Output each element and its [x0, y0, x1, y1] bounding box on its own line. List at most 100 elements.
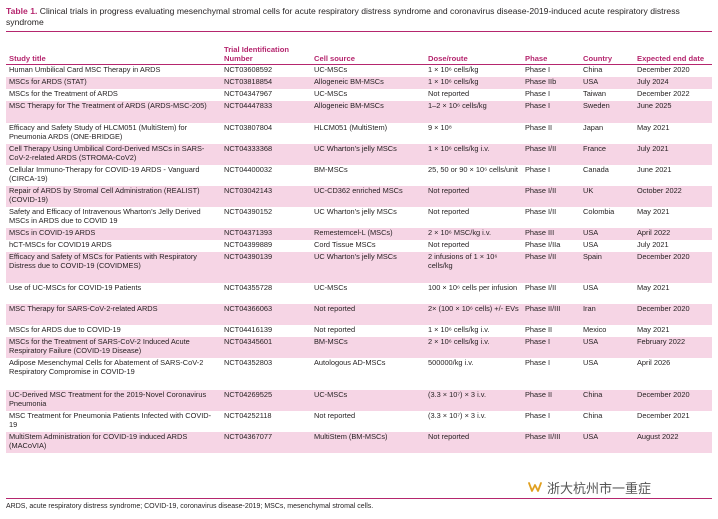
table-row: MSCs in COVID-19 ARDS NCT04371393 Remestem…	[6, 227, 712, 240]
cell-phase: Phase I	[525, 357, 551, 367]
cell-cell: UC-CD362 enriched MSCs	[311, 185, 425, 207]
table-row: MSCs for the Treatment of SARS-CoV-2 Ind…	[6, 336, 712, 358]
cell-cell: Remestemcel-L (MSCs)	[311, 227, 425, 240]
cell-dose: 2 × 10⁶ cells/kg i.v.	[425, 336, 522, 358]
cell-phase: Phase I/II	[522, 251, 580, 283]
cell-end: June 2021	[637, 164, 672, 174]
cell-trial: NCT03807804	[224, 122, 273, 132]
table-row: Cell Therapy Using Umbilical Cord-Derive…	[6, 143, 712, 165]
caption-text: Clinical trials in progress evaluating m…	[6, 6, 680, 27]
cell-cell: UC-MSCs	[314, 88, 348, 98]
header-trial-id: Trial Identification Number	[221, 41, 311, 65]
cell-trial: NCT04416139	[224, 324, 273, 334]
cell-study: Safety and Efficacy of Intravenous Whart…	[9, 206, 201, 226]
cell-country: Sweden	[580, 100, 634, 123]
cell-cell: HLCM051 (MultiStem)	[314, 122, 388, 132]
cell-phase: Phase II/III	[522, 431, 580, 453]
cell-country: Japan	[583, 122, 604, 132]
cell-dose: 500000/kg i.v.	[428, 357, 474, 367]
cell-cell: Allogeneic BM-MSCs	[311, 76, 425, 89]
table-row: MSCs for ARDS (STAT) NCT03818854 Allogenei…	[6, 76, 712, 89]
cell-end: July 2021	[634, 143, 712, 165]
cell-dose: Not reported	[428, 88, 470, 98]
cell-country: Iran	[580, 303, 634, 325]
cell-trial: NCT04352803	[224, 357, 273, 367]
cell-cell: BM-MSCs	[311, 336, 425, 358]
cell-dose: 9 × 10⁸	[428, 122, 452, 132]
cell-study: Efficacy and Safety Study of HLCM051 (Mu…	[9, 122, 188, 142]
cell-dose: 1 × 10⁶ cells/kg	[425, 76, 522, 89]
cell-trial: NCT04447833	[221, 100, 311, 123]
table-row: MSCs for the Treatment of ARDS NCT0434796…	[6, 89, 712, 101]
table-row: UC-Derived MSC Treatment for the 2019-No…	[6, 389, 712, 411]
cell-end: December 2020	[634, 389, 712, 411]
cell-country: Taiwan	[583, 88, 607, 98]
cell-dose: (3.3 × 10⁷) × 3 i.v.	[428, 410, 486, 420]
table-row: MSC Therapy for The Treatment of ARDS (A…	[6, 100, 712, 123]
header-phase: Phase	[522, 41, 580, 65]
cell-study: MSCs for ARDS (STAT)	[6, 76, 221, 89]
cell-end: May 2021	[637, 324, 670, 334]
watermark: 浙大杭州市一重症	[527, 478, 717, 496]
cell-study: MSC Therapy for SARS-CoV-2-related ARDS	[6, 303, 221, 325]
cell-phase: Phase IIb	[522, 76, 580, 89]
cell-country: Mexico	[583, 324, 607, 334]
cell-trial: NCT04390152	[224, 206, 273, 216]
header-dose-route: Dose/route	[425, 41, 522, 65]
cell-phase: Phase I	[522, 100, 580, 123]
cell-end: December 2020	[634, 303, 712, 325]
cell-trial: NCT04371393	[221, 227, 311, 240]
cell-study: Cellular Immuno-Therapy for COVID-19 ARD…	[9, 164, 200, 184]
cell-country: USA	[583, 239, 599, 249]
cell-end: July 2024	[634, 76, 712, 89]
cell-trial: NCT04399889	[224, 239, 273, 249]
cell-country: Spain	[580, 251, 634, 283]
watermark-text: 浙大杭州市一重症	[547, 480, 652, 496]
cell-trial: NCT04345601	[221, 336, 311, 358]
table-row: hCT-MSCs for COVID19 ARDS NCT04399889 Cord…	[6, 240, 712, 252]
cell-cell: Allogeneic BM-MSCs	[311, 100, 425, 123]
cell-country: USA	[583, 357, 599, 367]
cell-country: Canada	[583, 164, 609, 174]
table-row: Safety and Efficacy of Intravenous Whart…	[6, 207, 712, 228]
cell-end: April 2026	[637, 357, 671, 367]
cell-country: USA	[583, 282, 599, 292]
cell-end: October 2022	[634, 185, 712, 207]
cell-trial: NCT04252118	[224, 410, 272, 420]
cell-study: Human Umbilical Card MSC Therapy in ARDS	[9, 65, 161, 74]
caption-rule	[6, 31, 712, 32]
cell-end: August 2022	[634, 431, 712, 453]
cell-country: UK	[580, 185, 634, 207]
cell-country: China	[583, 410, 603, 420]
cell-study: Efficacy and Safety of MSCs for Patients…	[6, 251, 221, 283]
cell-phase: Phase II	[525, 122, 553, 132]
cell-dose: 2 infusions of 1 × 10⁶ cells/kg	[425, 251, 522, 283]
cell-phase: Phase I	[525, 65, 551, 74]
table-row: Use of UC-MSCs for COVID-19 Patients NCT0…	[6, 283, 712, 304]
cell-cell: Not reported	[314, 410, 356, 420]
cell-dose: 2× (100 × 10⁶ cells) +/- EVs	[425, 303, 522, 325]
cell-dose: Not reported	[425, 431, 522, 453]
table-bottom-rule	[6, 498, 712, 499]
cell-cell: UC Wharton’s jelly MSCs	[311, 251, 425, 283]
cell-study: MultiStem Administration for COVID-19 in…	[6, 431, 221, 453]
cell-country: China	[583, 65, 603, 74]
table-row: Adipose Mesenchymal Cells for Abatement …	[6, 358, 712, 390]
cell-study: hCT-MSCs for COVID19 ARDS	[9, 239, 112, 249]
cell-phase: Phase I/II	[522, 185, 580, 207]
cell-phase: Phase I	[522, 336, 580, 358]
table-row: Human Umbilical Card MSC Therapy in ARDS…	[6, 65, 712, 77]
cell-trial: NCT04400032	[224, 164, 273, 174]
cell-phase: Phase I	[525, 88, 551, 98]
cell-study: MSC Treatment for Pneumonia Patients Inf…	[9, 410, 212, 430]
cell-study: Repair of ARDS by Stromal Cell Administr…	[6, 185, 221, 207]
cell-trial: NCT03608592	[224, 65, 273, 74]
cell-end: June 2025	[634, 100, 712, 123]
cell-trial: NCT04347967	[224, 88, 273, 98]
cell-dose: Not reported	[425, 185, 522, 207]
cell-cell: BM-MSCs	[314, 164, 348, 174]
cell-end: May 2021	[637, 206, 670, 216]
table-row: Cellular Immuno-Therapy for COVID-19 ARD…	[6, 165, 712, 186]
cell-country: USA	[580, 336, 634, 358]
cell-phase: Phase II	[525, 324, 553, 334]
